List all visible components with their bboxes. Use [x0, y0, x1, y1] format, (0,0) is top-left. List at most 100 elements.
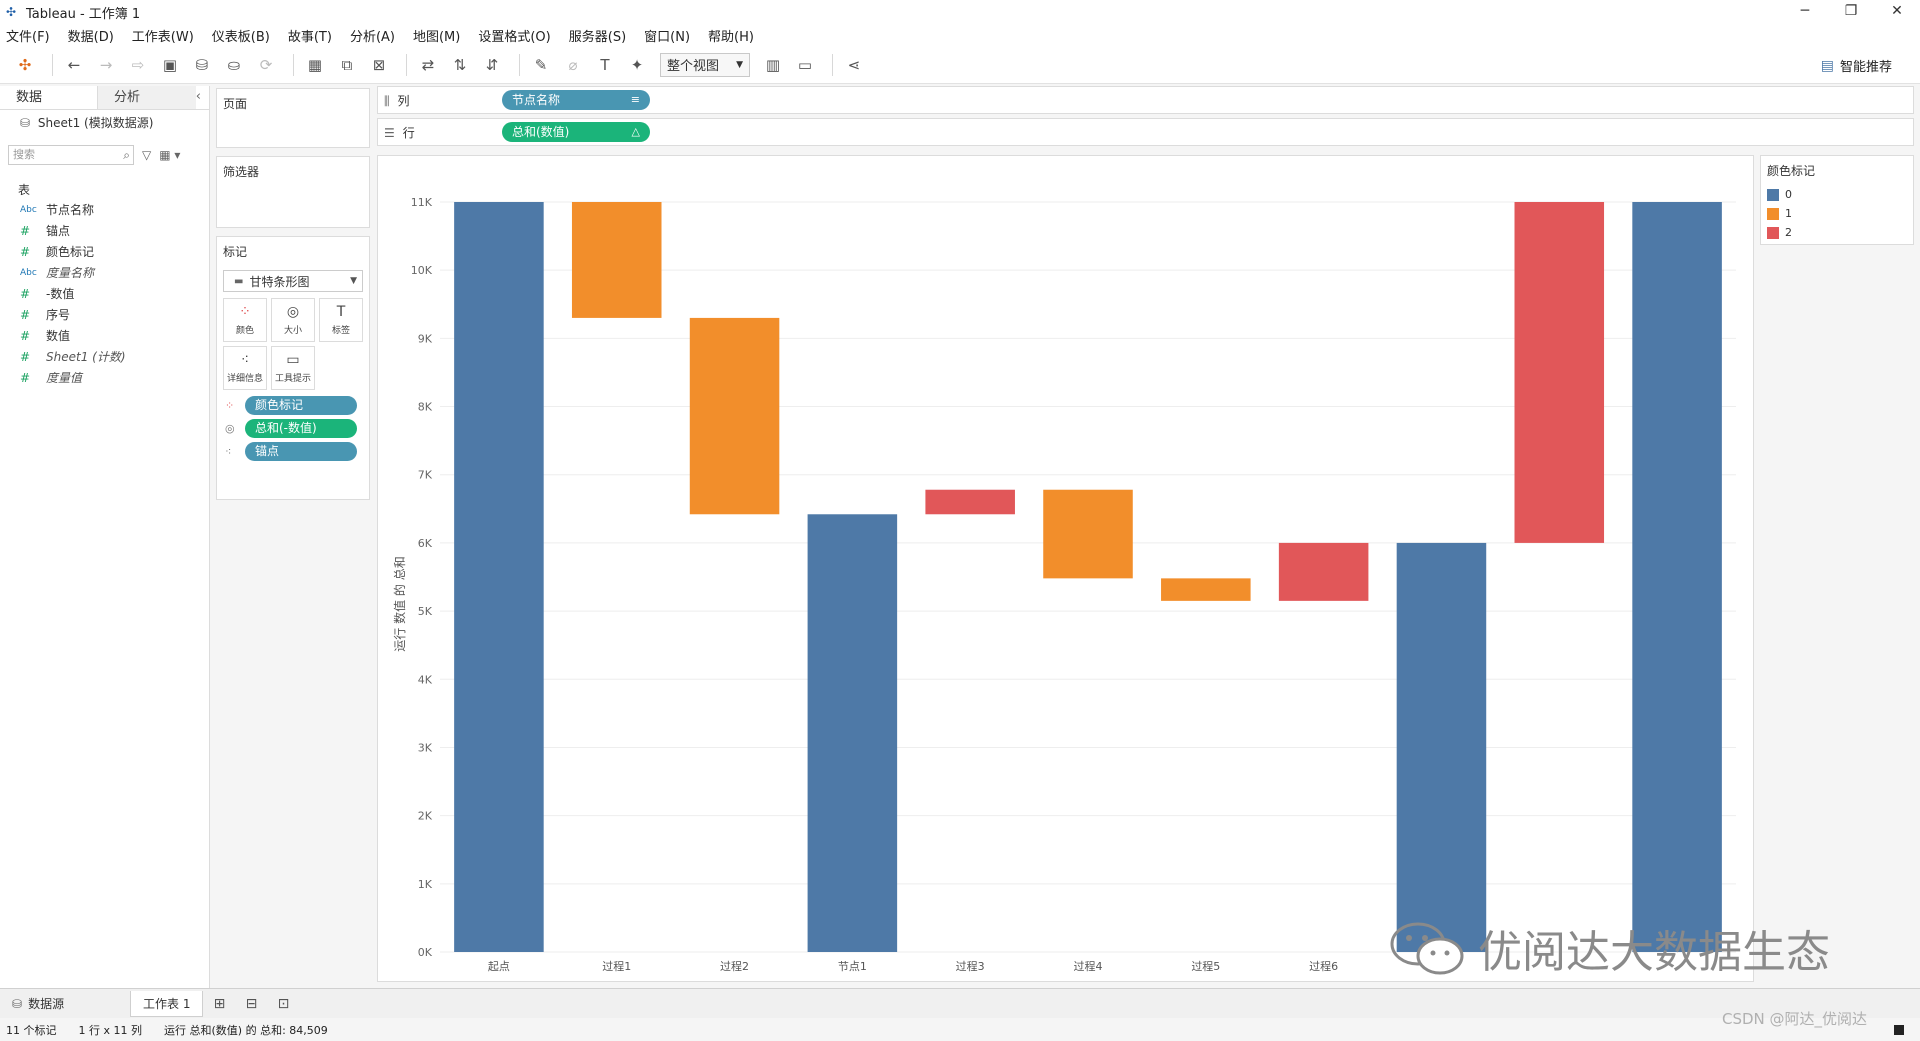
pages-card[interactable]: 页面 [216, 88, 370, 148]
y-tick-label: 6K [418, 537, 433, 550]
menu-format[interactable]: 设置格式(O) [478, 29, 551, 45]
clear-sheet-icon[interactable]: ⊠ [372, 55, 386, 74]
redo-icon[interactable]: → [99, 55, 113, 74]
field-item[interactable]: # 颜色标记 [0, 242, 209, 263]
menu-file[interactable]: 文件(F) [6, 29, 50, 45]
bar-mark[interactable] [1161, 578, 1251, 601]
field-item[interactable]: # 数值 [0, 326, 209, 347]
show-me-button[interactable]: ▤ 智能推荐 [1821, 56, 1892, 76]
color-legend[interactable]: 颜色标记 0 1 2 [1760, 155, 1914, 245]
field-item[interactable]: # 锚点 [0, 221, 209, 242]
new-datasource-icon[interactable]: ⛁ [195, 55, 209, 74]
fit-view-select[interactable]: 整个视图 ▼ [660, 52, 750, 77]
close-button[interactable]: ✕ [1891, 3, 1903, 19]
tab-data[interactable]: 数据 [0, 86, 98, 109]
bar-mark[interactable] [1043, 489, 1133, 579]
pause-update-icon[interactable]: ⛀ [227, 55, 241, 74]
swap-rows-columns-icon[interactable]: ⇄ [421, 55, 435, 74]
cards-pane: 页面 筛选器 标记 ▬ 甘特条形图 ▼ ⁘ 颜色 ◎ 大小 T 标签 ⁖ 详细信息 ▭ 工… [212, 86, 374, 988]
detail-button[interactable]: ⁖ 详细信息 [223, 346, 267, 390]
field-item[interactable]: # 序号 [0, 305, 209, 326]
new-dashboard-tab-icon[interactable]: ⊟ [245, 995, 258, 1012]
status-rows-cols: 1 行 x 11 列 [78, 1023, 143, 1037]
field-item[interactable]: # -数值 [0, 284, 209, 305]
mark-type-select[interactable]: ▬ 甘特条形图 ▼ [223, 270, 363, 292]
number-type-icon: # [20, 350, 31, 364]
collapse-pane-icon[interactable]: ‹ [195, 89, 201, 104]
x-tick-label: 过程4 [1074, 960, 1103, 973]
bar-mark[interactable] [1632, 202, 1722, 952]
sort-descending-icon[interactable]: ⇵ [485, 55, 499, 74]
view-options-icon[interactable]: ▦ ▾ [159, 148, 181, 162]
color-mark-pill[interactable]: 颜色标记 [245, 396, 357, 415]
new-worksheet-tab-icon[interactable]: ⊞ [213, 995, 226, 1012]
bar-mark[interactable] [689, 317, 780, 515]
view-canvas[interactable]: 0K 1K 2K 3K 4K 5K 6K 7K 8K 9K 10K 11K 起点 过程1 过程2 节点1 过程… [377, 155, 1754, 982]
field-item[interactable]: # 度量值 [0, 368, 209, 389]
highlight-icon[interactable]: ✎ [534, 55, 548, 74]
filter-icon[interactable]: ▽ [142, 148, 152, 162]
sort-ascending-icon[interactable]: ⇅ [453, 55, 467, 74]
bar-mark[interactable] [807, 514, 898, 952]
duplicate-sheet-icon[interactable]: ⧉ [341, 55, 353, 74]
tab-analysis[interactable]: 分析 [98, 86, 196, 109]
menu-window[interactable]: 窗口(N) [644, 29, 691, 45]
menu-help[interactable]: 帮助(H) [708, 29, 754, 45]
show-cards-icon[interactable]: ▥ [765, 55, 781, 74]
number-type-icon: # [20, 371, 31, 385]
columns-shelf[interactable]: ⫼ 列 节点名称 ≡ [377, 86, 1914, 114]
sheet-tab[interactable]: 工作表 1 [130, 990, 204, 1017]
datasource-tab[interactable]: ⛁ 数据源 [0, 989, 126, 1019]
new-worksheet-icon[interactable]: ▦ [307, 55, 323, 74]
tableau-home-icon[interactable]: ✣ [18, 55, 32, 74]
rows-pill[interactable]: 总和(数值) △ [502, 122, 650, 142]
rows-shelf[interactable]: ☰ 行 总和(数值) △ [377, 118, 1914, 146]
filters-card[interactable]: 筛选器 [216, 156, 370, 228]
menu-map[interactable]: 地图(M) [412, 29, 461, 45]
undo-icon[interactable]: ← [67, 55, 81, 74]
bar-mark[interactable] [454, 202, 544, 952]
watermark: 优阅达大数据生态 [1388, 916, 1830, 980]
bar-mark[interactable] [1396, 542, 1487, 952]
bar-mark[interactable] [571, 202, 662, 318]
columns-pill[interactable]: 节点名称 ≡ [502, 90, 650, 110]
label-button[interactable]: T 标签 [319, 298, 363, 342]
detail-mark-pill[interactable]: 锚点 [245, 442, 357, 461]
bar-mark[interactable] [1514, 202, 1605, 543]
new-story-tab-icon[interactable]: ⊡ [277, 995, 290, 1012]
refresh-icon[interactable]: ⟳ [259, 55, 273, 74]
restore-button[interactable]: ❐ [1844, 3, 1858, 19]
size-mark-pill[interactable]: 总和(-数值) [245, 419, 357, 438]
y-axis-ticks: 0K 1K 2K 3K 4K 5K 6K 7K 8K 9K 10K 11K [411, 196, 433, 959]
replay-icon[interactable]: ⇨ [131, 55, 145, 74]
menu-server[interactable]: 服务器(S) [568, 29, 627, 45]
datasource-item[interactable]: ⛁ Sheet1 (模拟数据源) [0, 110, 209, 136]
color-button[interactable]: ⁘ 颜色 [223, 298, 267, 342]
share-icon[interactable]: ⋖ [847, 55, 861, 74]
pin-axes-icon[interactable]: ✦ [630, 55, 644, 74]
menu-worksheet[interactable]: 工作表(W) [131, 29, 194, 45]
legend-item[interactable]: 1 [1761, 204, 1913, 223]
tooltip-button[interactable]: ▭ 工具提示 [271, 346, 315, 390]
legend-item[interactable]: 2 [1761, 223, 1913, 242]
field-item[interactable]: Abc 节点名称 [0, 200, 209, 221]
size-button[interactable]: ◎ 大小 [271, 298, 315, 342]
legend-item[interactable]: 0 [1761, 185, 1913, 204]
save-icon[interactable]: ▣ [162, 55, 178, 74]
field-item[interactable]: Abc 度量名称 [0, 263, 209, 284]
bar-mark[interactable] [925, 489, 1015, 515]
presentation-mode-icon[interactable]: ▭ [797, 55, 813, 74]
menu-data[interactable]: 数据(D) [67, 29, 114, 45]
bar-mark[interactable] [1278, 542, 1369, 601]
menu-analysis[interactable]: 分析(A) [349, 29, 395, 45]
group-members-icon[interactable]: ⌀ [568, 55, 578, 74]
menu-dashboard[interactable]: 仪表板(B) [211, 29, 270, 45]
field-item[interactable]: # Sheet1 (计数) [0, 347, 209, 368]
y-axis-title: 运行 数值 的 总和 [392, 556, 407, 651]
mark-field-row: ◎ 总和(-数值) [217, 417, 369, 440]
detail-dots-icon: ⁖ [240, 352, 250, 368]
search-input[interactable]: 搜索 ⌕ [8, 145, 134, 165]
show-mark-labels-icon[interactable]: T [600, 55, 610, 74]
minimize-button[interactable]: ─ [1800, 3, 1810, 19]
menu-story[interactable]: 故事(T) [287, 29, 332, 45]
